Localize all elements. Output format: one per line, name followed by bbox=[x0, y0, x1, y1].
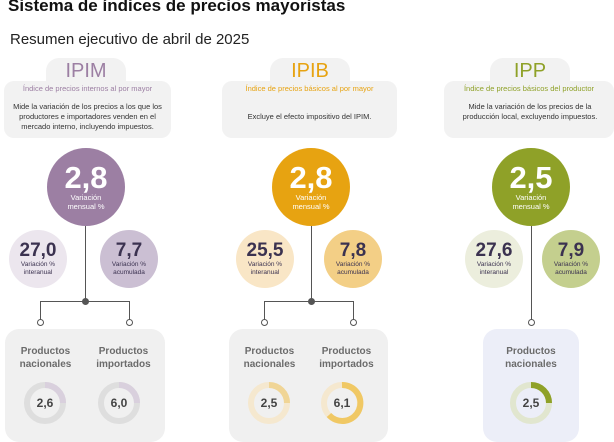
ipim-connector-vertical bbox=[85, 226, 86, 301]
ipim-product-national-label-1: Productos bbox=[20, 346, 71, 357]
ipib-yoy-circle: 25,5 Variación % interanual bbox=[236, 230, 294, 288]
ipim-acc-label-2: acumulada bbox=[113, 269, 145, 276]
ipib-connector-left-end bbox=[261, 319, 268, 326]
ipib-product-imported-label-2: importados bbox=[319, 359, 374, 370]
ring-fill bbox=[44, 382, 66, 404]
ipp-product-national-label-1: Productos bbox=[506, 346, 556, 357]
ipim-tab: IPIM bbox=[46, 58, 126, 84]
ipp-yoy-label-1: Variación % bbox=[476, 261, 512, 268]
ipim-yoy-label-2: interanual bbox=[23, 269, 53, 276]
ipp-monthly-value: 2,5 bbox=[509, 160, 553, 195]
ipim-product-imported-value: 6,0 bbox=[110, 396, 128, 410]
ipib-name: Índice de precios básicos al por mayor bbox=[245, 84, 374, 93]
ipib-code: IPIB bbox=[291, 59, 329, 82]
ipim-acc-label-1: Variación % bbox=[111, 261, 147, 268]
ipim-product-national-label-2: nacionales bbox=[19, 359, 72, 370]
ipib-national-ring bbox=[248, 382, 290, 424]
ipim-card bbox=[4, 81, 171, 138]
ipim-description: Mide la variación de los precios a los q… bbox=[13, 102, 162, 131]
ipp-yoy-value: 27,6 bbox=[475, 240, 513, 261]
page-title: Sistema de índices de precios mayoristas bbox=[8, 0, 346, 15]
ipim-name: Índice de precios internos al por mayor bbox=[22, 84, 153, 93]
ipib-acc-value: 7,8 bbox=[339, 240, 367, 261]
ipib-product-imported-value: 6,1 bbox=[333, 396, 351, 410]
ipim-code: IPIM bbox=[65, 59, 107, 82]
ring-fill bbox=[268, 382, 290, 404]
ipib-connector-right bbox=[353, 301, 354, 321]
ipp-acc-label-2: acumulada bbox=[555, 269, 587, 276]
ipim-acc-circle: 7,7 Variación % acumulada bbox=[100, 230, 158, 288]
ipp-connector-vertical bbox=[531, 226, 532, 322]
ipib-acc-label-2: acumulada bbox=[337, 269, 369, 276]
ipib-connector-left bbox=[264, 301, 265, 321]
ipib-yoy-value: 25,5 bbox=[246, 240, 284, 261]
ipim-monthly-circle: 2,8 Variación mensual % bbox=[47, 148, 125, 226]
ring-fill bbox=[530, 382, 552, 404]
ipib-acc-circle: 7,8 Variación % acumulada bbox=[324, 230, 382, 288]
ipib-yoy-label-2: interanual bbox=[250, 269, 280, 276]
ipib-connector-horizontal bbox=[264, 301, 354, 302]
ring-fill bbox=[118, 382, 140, 404]
ipib-product-national-label-1: Productos bbox=[244, 346, 295, 357]
ring-fill bbox=[326, 381, 364, 424]
ipim-connector-horizontal bbox=[40, 301, 130, 302]
ipp-tab: IPP bbox=[490, 58, 570, 84]
ipp-acc-value: 7,9 bbox=[557, 240, 585, 261]
ipim-connector-left-end bbox=[37, 319, 44, 326]
ipib-connector-vertical bbox=[311, 226, 312, 301]
ipim-product-national-label: Productos nacionales bbox=[8, 345, 83, 371]
ipim-product-imported-label-1: Productos bbox=[98, 346, 149, 357]
ipib-product-national-value: 2,5 bbox=[260, 396, 278, 410]
ipib-imported-ring bbox=[321, 381, 364, 424]
ipim-monthly-label-1: Variación bbox=[70, 193, 102, 202]
page-subtitle: Resumen ejecutivo de abril de 2025 bbox=[10, 31, 250, 48]
ipim-connector-left bbox=[40, 301, 41, 321]
ipp-connector-end bbox=[528, 319, 535, 326]
ipim-monthly-label-2: mensual % bbox=[67, 202, 105, 211]
ipib-description: Excluye el efecto impositivo del IPIM. bbox=[247, 112, 372, 121]
ipp-name: Índice de precios básicos del productor bbox=[463, 84, 595, 93]
ipp-product-national-value: 2,5 bbox=[522, 396, 540, 410]
ipim-connector-right bbox=[129, 301, 130, 321]
ipib-monthly-circle: 2,8 Variación mensual % bbox=[272, 148, 350, 226]
ipim-national-ring bbox=[24, 382, 66, 424]
ipib-products-panel bbox=[229, 329, 388, 442]
ipib-acc-label-1: Variación % bbox=[335, 261, 371, 268]
ipp-monthly-label-2: mensual % bbox=[512, 202, 550, 211]
ipib-yoy-label-1: Variación % bbox=[247, 261, 283, 268]
ipim-product-imported-label: Productos importados bbox=[86, 345, 161, 371]
ipp-acc-label-1: Variación % bbox=[553, 261, 589, 268]
ipp-national-ring bbox=[510, 382, 552, 424]
ipim-products-panel bbox=[5, 329, 165, 442]
ipib-monthly-label-2: mensual % bbox=[292, 202, 330, 211]
ipib-card bbox=[222, 81, 397, 138]
ipp-card bbox=[444, 81, 614, 138]
ipim-monthly-value: 2,8 bbox=[64, 160, 108, 195]
ipp-monthly-circle: 2,5 Variación mensual % bbox=[492, 148, 570, 226]
ipp-code: IPP bbox=[513, 59, 547, 82]
ipp-yoy-circle: 27,6 Variación % interanual bbox=[465, 230, 523, 288]
ipib-product-imported-label: Productos importados bbox=[309, 345, 384, 371]
ipib-product-national-label: Productos nacionales bbox=[232, 345, 307, 371]
ipim-acc-value: 7,7 bbox=[115, 240, 143, 261]
ipim-connector-right-end bbox=[126, 319, 133, 326]
ipib-tab: IPIB bbox=[270, 58, 350, 84]
ipp-description: Mide la variación de los precios de la p… bbox=[462, 102, 598, 121]
ipib-monthly-label-1: Variación bbox=[295, 193, 327, 202]
ipim-product-imported-label-2: importados bbox=[96, 359, 151, 370]
ipim-imported-ring bbox=[98, 382, 140, 424]
ipib-product-national-label-2: nacionales bbox=[243, 359, 296, 370]
ipib-product-imported-label-1: Productos bbox=[321, 346, 372, 357]
ipp-monthly-label-1: Variación bbox=[515, 193, 547, 202]
ipp-acc-circle: 7,9 Variación % acumulada bbox=[542, 230, 600, 288]
ipp-product-national-label-2: nacionales bbox=[505, 359, 557, 370]
ipim-yoy-value: 27,0 bbox=[19, 240, 57, 261]
ipim-yoy-circle: 27,0 Variación % interanual bbox=[9, 230, 67, 288]
ipim-product-national-value: 2,6 bbox=[36, 396, 54, 410]
ipib-connector-right-end bbox=[350, 319, 357, 326]
ipim-yoy-label-1: Variación % bbox=[20, 261, 56, 268]
ipib-monthly-value: 2,8 bbox=[289, 160, 333, 195]
ipp-product-national-label: Productos nacionales bbox=[493, 345, 569, 371]
ipp-yoy-label-2: interanual bbox=[479, 269, 509, 276]
